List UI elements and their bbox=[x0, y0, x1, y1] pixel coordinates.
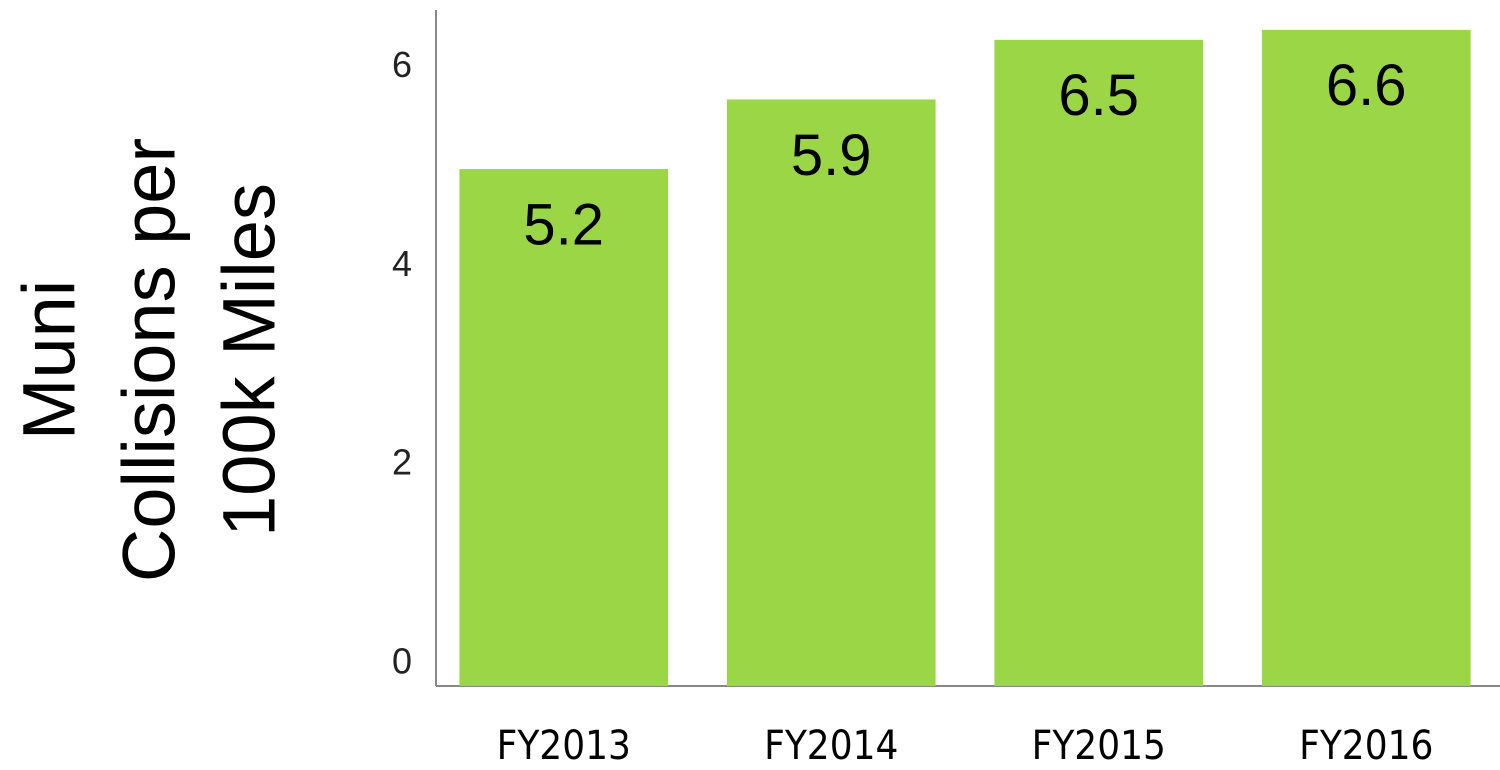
y-axis-title-line: Collisions per bbox=[108, 138, 191, 582]
value-label: 6.6 bbox=[1326, 53, 1407, 118]
value-label: 5.9 bbox=[791, 123, 872, 188]
y-tick-label: 4 bbox=[392, 243, 412, 284]
value-label: 5.2 bbox=[523, 192, 604, 257]
value-label: 6.5 bbox=[1058, 63, 1139, 128]
x-tick-label: FY2015 bbox=[1032, 723, 1166, 769]
bar bbox=[994, 39, 1204, 686]
x-tick-label: FY2013 bbox=[497, 723, 631, 769]
x-tick-label: FY2016 bbox=[1299, 723, 1433, 769]
x-tick-label: FY2014 bbox=[764, 723, 898, 769]
y-tick-label: 2 bbox=[392, 442, 412, 483]
y-axis-title-line: Muni bbox=[8, 280, 91, 440]
bar bbox=[726, 99, 936, 687]
y-tick-label: 6 bbox=[392, 44, 412, 85]
y-axis-title-line: 100k Miles bbox=[208, 183, 291, 537]
y-axis-title: Muni Collisions per 100k Miles bbox=[8, 138, 291, 582]
bar bbox=[1261, 29, 1471, 687]
y-tick-label: 0 bbox=[392, 641, 412, 682]
bar bbox=[459, 169, 669, 686]
